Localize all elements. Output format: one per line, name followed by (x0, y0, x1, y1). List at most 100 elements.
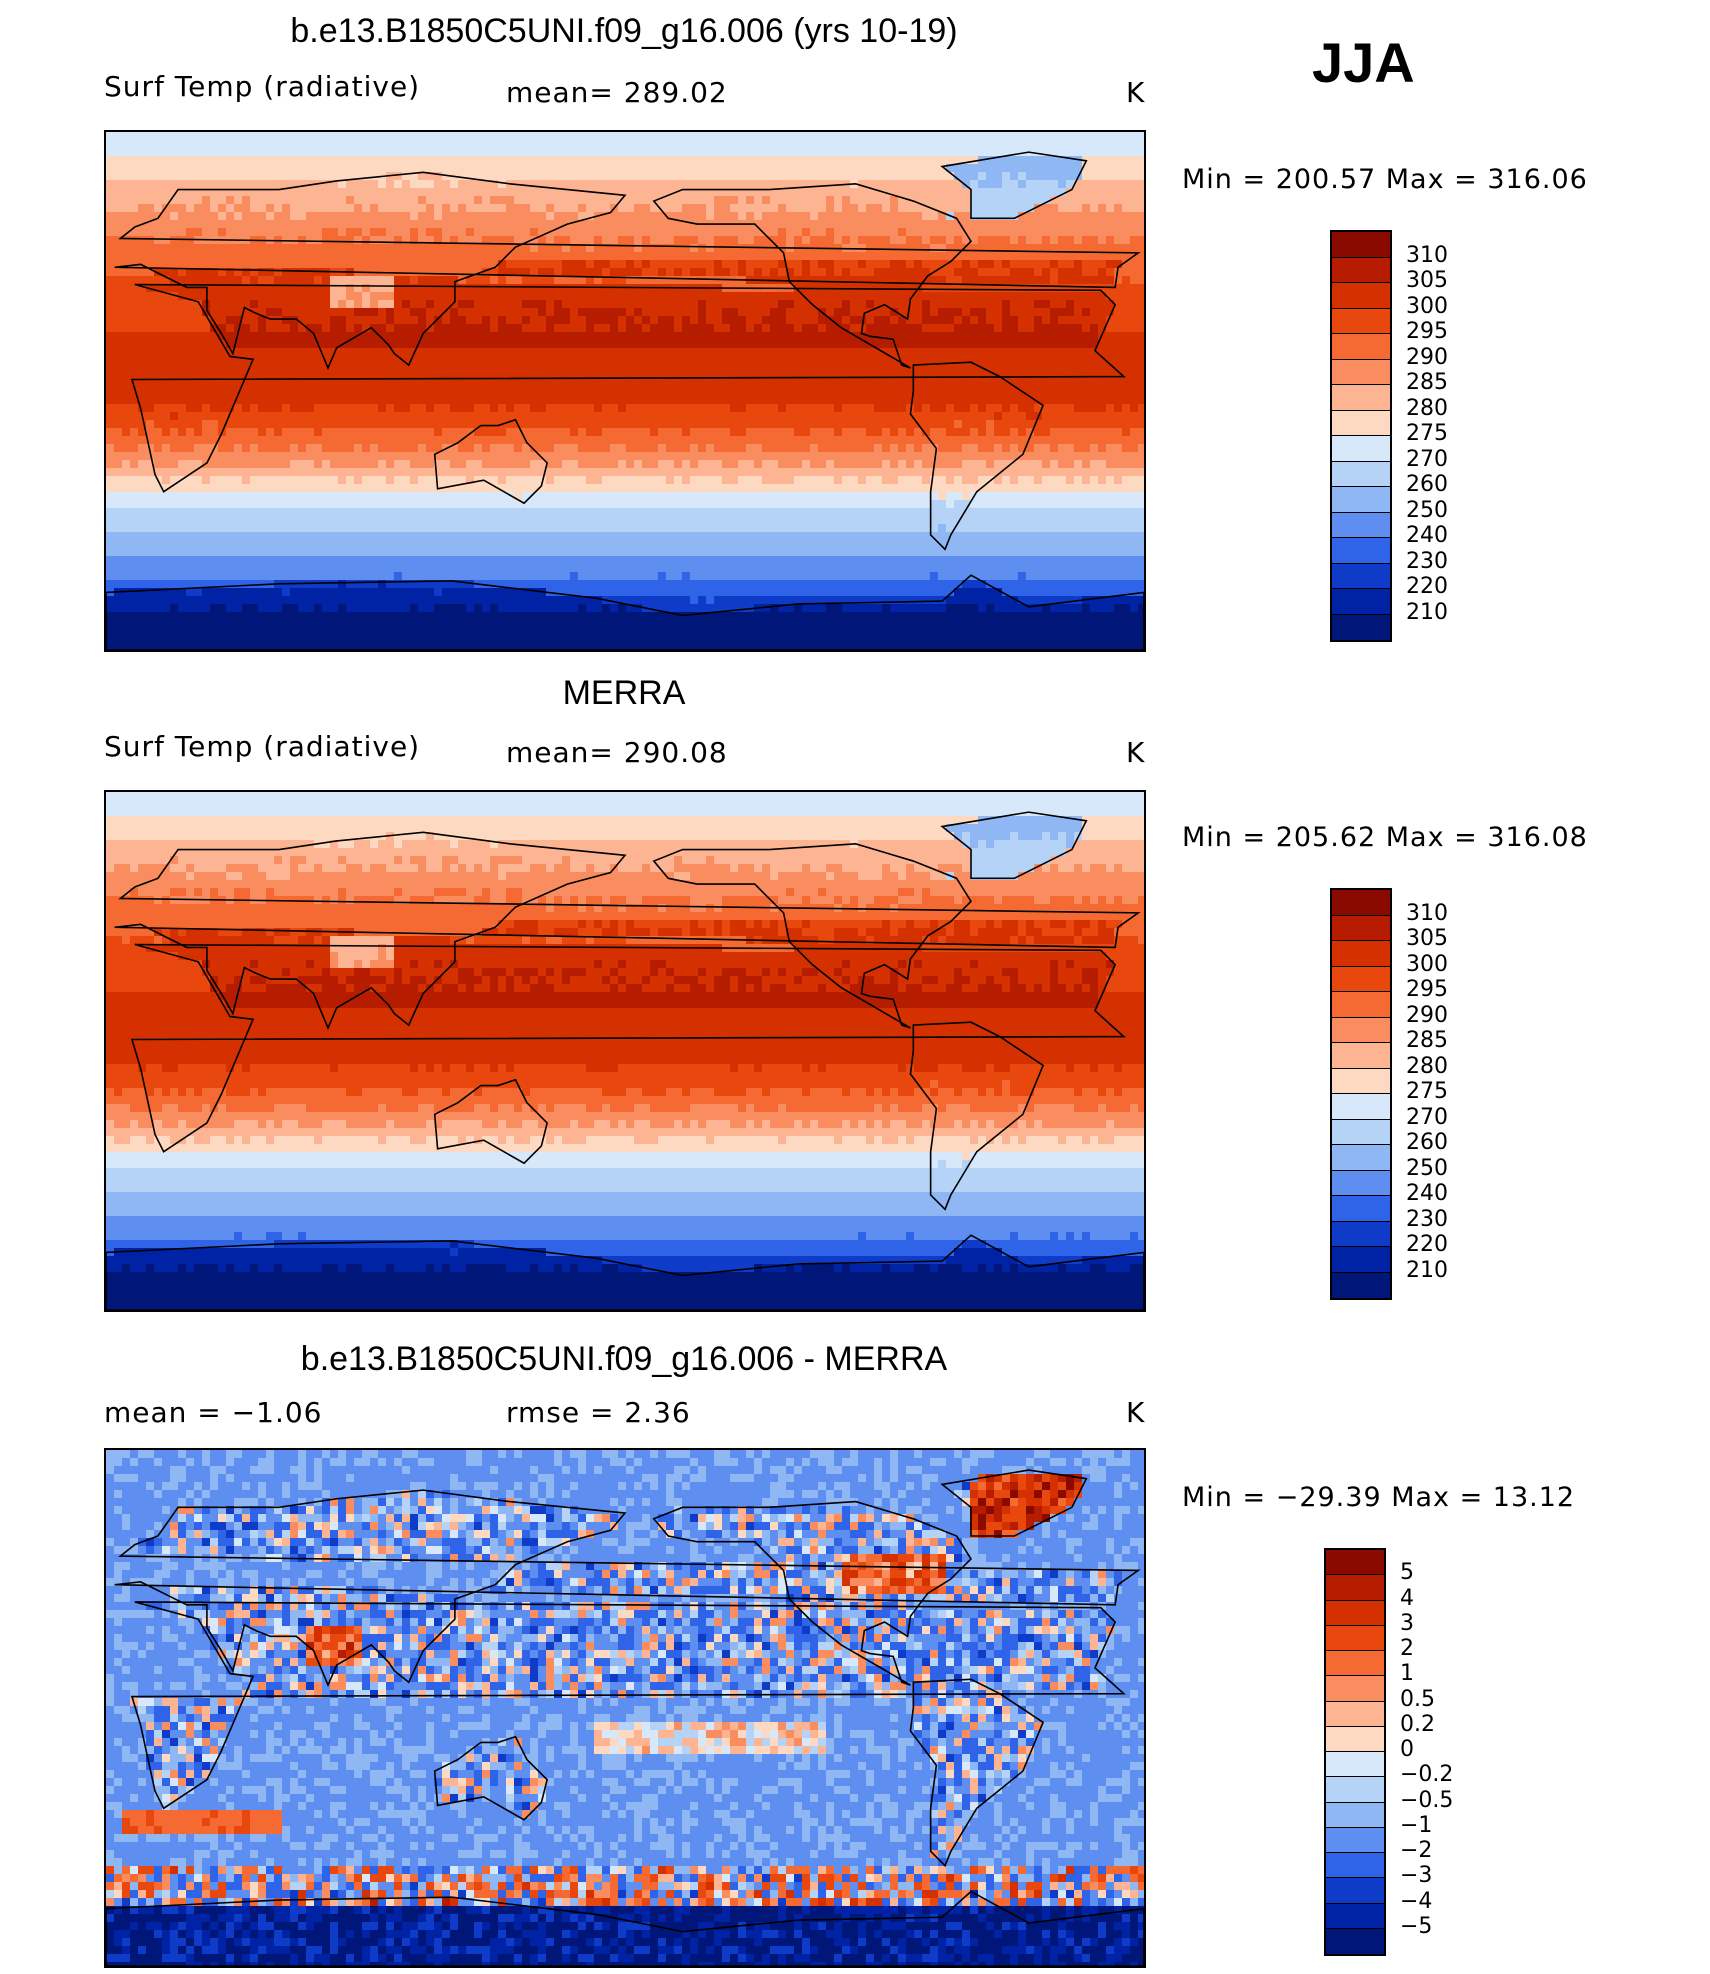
map-cell (426, 284, 435, 293)
map-cell (386, 396, 395, 405)
map-cell (338, 404, 347, 413)
map-cell (1114, 244, 1123, 253)
map-cell (250, 140, 259, 149)
map-cell (322, 284, 331, 293)
map-cell (458, 140, 467, 149)
map-cell (634, 380, 643, 389)
map-cell (962, 196, 971, 205)
map-cell (914, 228, 923, 237)
map-cell (706, 428, 715, 437)
map-cell (994, 308, 1003, 317)
panel-units-model: K (1126, 76, 1145, 109)
map-cell (562, 180, 571, 189)
map-cell (282, 172, 291, 181)
map-cell (1002, 412, 1011, 421)
map-cell (890, 204, 899, 213)
map-cell (978, 164, 987, 173)
map-cell (338, 164, 347, 173)
map-cell (394, 308, 403, 317)
map-cell (674, 188, 683, 197)
map-cell (1098, 388, 1107, 397)
map-cell (482, 356, 491, 365)
map-cell (1082, 220, 1091, 229)
map-cell (378, 436, 387, 445)
map-cell (826, 364, 835, 373)
map-cell (794, 156, 803, 165)
map-cell (826, 164, 835, 173)
map-cell (538, 156, 547, 165)
map-cell (634, 276, 643, 285)
map-cell (794, 132, 803, 141)
map-cell (234, 428, 243, 437)
map-cell (874, 364, 883, 373)
map-cell (514, 372, 523, 381)
map-cell (842, 364, 851, 373)
map-cell (946, 268, 955, 277)
map-cell (818, 340, 827, 349)
map-cell (322, 372, 331, 381)
map-cell (818, 380, 827, 389)
map-cell (1034, 316, 1043, 325)
map-cell (570, 156, 579, 165)
map-cell (106, 356, 115, 365)
map-cell (346, 236, 355, 245)
map-cell (458, 188, 467, 197)
map-cell (698, 260, 707, 269)
map-cell (586, 372, 595, 381)
map-cell (730, 228, 739, 237)
map-cell (434, 188, 443, 197)
map-cell (834, 372, 843, 381)
map-cell (938, 228, 947, 237)
map-cell (314, 308, 323, 317)
map-cell (1034, 140, 1043, 149)
map-cell (250, 148, 259, 157)
map-cell (994, 196, 1003, 205)
map-cell (330, 436, 339, 445)
map-cell (618, 132, 627, 141)
map-cell (1122, 196, 1131, 205)
map-cell (626, 420, 635, 429)
map-cell (954, 420, 963, 429)
map-cell (1130, 284, 1139, 293)
map-cell (1066, 292, 1075, 301)
map-cell (506, 260, 515, 269)
map-cell (266, 404, 275, 413)
map-cell (850, 220, 859, 229)
map-cell (130, 332, 139, 341)
map-cell (954, 276, 963, 285)
map-cell (914, 348, 923, 357)
map-cell (322, 364, 331, 373)
map-cell (698, 428, 707, 437)
map-cell (786, 236, 795, 245)
map-cell (402, 236, 411, 245)
map-cell (706, 196, 715, 205)
map-cell (594, 252, 603, 261)
map-cell (722, 268, 731, 277)
map-cell (906, 204, 915, 213)
map-cell (546, 356, 555, 365)
map-cell (1106, 244, 1115, 253)
map-cell (1106, 148, 1115, 157)
map-cell (882, 172, 891, 181)
map-cell (962, 324, 971, 333)
map-cell (978, 284, 987, 293)
map-cell (1074, 332, 1083, 341)
map-cell (114, 404, 123, 413)
map-cell (274, 332, 283, 341)
map-cell (178, 412, 187, 421)
map-cell (162, 140, 171, 149)
map-cell (842, 348, 851, 357)
map-cell (546, 220, 555, 229)
map-cell (186, 316, 195, 325)
map-cell (498, 212, 507, 221)
map-cell (722, 380, 731, 389)
map-cell (690, 420, 699, 429)
map-cell (706, 244, 715, 253)
map-cell (522, 428, 531, 437)
map-cell (930, 172, 939, 181)
map-cell (698, 388, 707, 397)
map-cell (210, 404, 219, 413)
map-cell (674, 404, 683, 413)
map-cell (450, 388, 459, 397)
map-cell (378, 308, 387, 317)
